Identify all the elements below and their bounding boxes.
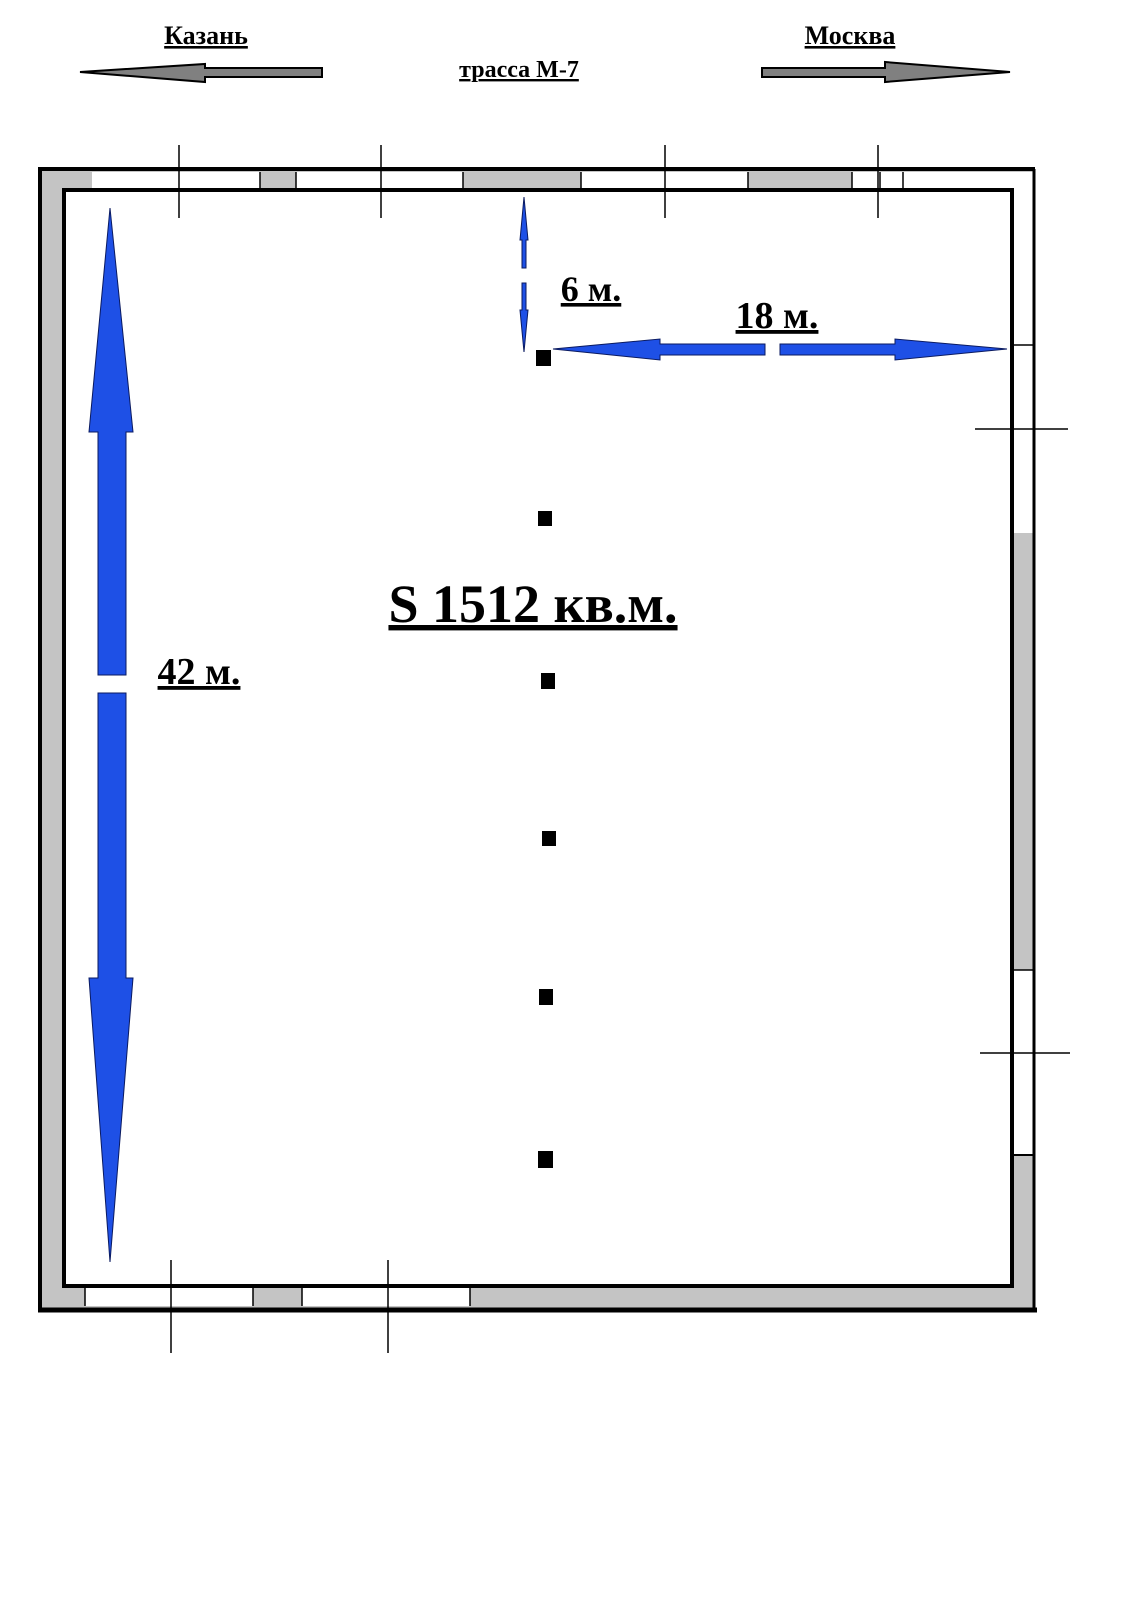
direction-kazan: Казань bbox=[164, 21, 248, 50]
width-arrow-left bbox=[552, 338, 766, 361]
arrow-right-moscow bbox=[761, 60, 1011, 84]
spacing-arrow-down bbox=[519, 282, 529, 353]
half-width-label: 18 м. bbox=[736, 295, 819, 337]
column bbox=[538, 1151, 553, 1168]
area-label: S 1512 кв.м. bbox=[388, 574, 677, 634]
grid-axis-marks bbox=[170, 145, 1070, 1353]
building-walls bbox=[38, 167, 1037, 1313]
length-arrow-down bbox=[88, 692, 134, 1263]
dimension-arrows bbox=[88, 196, 1008, 1263]
column bbox=[538, 511, 552, 526]
road-name: трасса М-7 bbox=[459, 57, 579, 83]
column bbox=[539, 989, 553, 1005]
width-arrow-right bbox=[779, 338, 1008, 361]
column bbox=[542, 831, 556, 846]
length-arrow-up bbox=[88, 207, 134, 676]
columns bbox=[536, 350, 556, 1168]
spacing-arrow-up bbox=[519, 196, 529, 269]
length-label: 42 м. bbox=[158, 651, 241, 693]
direction-moscow: Москва bbox=[805, 21, 896, 50]
column bbox=[536, 350, 551, 366]
arrow-left-kazan bbox=[79, 62, 323, 84]
column bbox=[541, 673, 555, 689]
column-spacing-label: 6 м. bbox=[561, 269, 622, 309]
